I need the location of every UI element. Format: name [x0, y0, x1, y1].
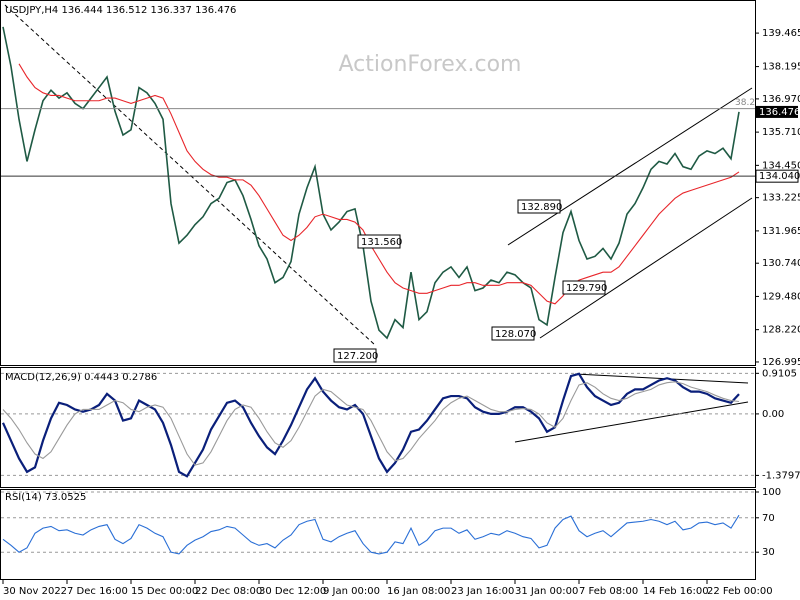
- annotation: 128.070: [495, 329, 536, 340]
- macd-title: MACD(12,26,9) 0.4443 0.2786: [5, 372, 157, 383]
- x-tick-label: 31 Jan 00:00: [515, 586, 578, 597]
- watermark: ActionForex.com: [339, 52, 522, 77]
- x-tick-label: 22 Feb 00:00: [707, 586, 773, 597]
- series-line: [18, 63, 740, 305]
- x-tick-label: 16 Jan 08:00: [387, 586, 450, 597]
- y-tick-label: 133.225: [762, 193, 800, 204]
- y-tick-label: 128.220: [762, 325, 800, 336]
- y-tick-label: 138.195: [762, 62, 800, 73]
- y-tick-label: 100: [762, 487, 781, 498]
- x-tick-label: 9 Jan 00:00: [323, 586, 380, 597]
- x-tick-label: 23 Jan 16:00: [451, 586, 514, 597]
- y-tick-label: 126.995: [762, 357, 800, 368]
- y-tick-label: 129.480: [762, 291, 800, 302]
- series-line: [2, 26, 740, 340]
- y-tick-label: 130.740: [762, 258, 800, 269]
- macd-trendline: [574, 373, 749, 384]
- series-line: [2, 381, 740, 466]
- x-tick-label: 7 Feb 08:00: [579, 586, 638, 597]
- annotation-box: [357, 234, 401, 249]
- last-price-label: 136.476: [759, 107, 800, 118]
- rsi-title: RSI(14) 73.0525: [5, 492, 86, 503]
- price-frame: [0, 0, 756, 366]
- channel-bottom: [539, 197, 753, 339]
- x-tick-label: 22 Dec 08:00: [195, 586, 262, 597]
- level-label: 134.040: [759, 171, 800, 182]
- y-tick-label: 131.965: [762, 226, 800, 237]
- level-box: [755, 169, 799, 183]
- y-tick-label: 136.970: [762, 94, 800, 105]
- annotation-box: [517, 199, 561, 214]
- price-title: USDJPY,H4 136.444 136.512 136.337 136.47…: [5, 5, 236, 16]
- y-tick-label: 70: [762, 513, 775, 524]
- annotation-box: [562, 280, 606, 295]
- annotation: 127.200: [337, 351, 378, 362]
- annotation-box: [491, 326, 535, 341]
- y-tick-label: 0.9105: [762, 368, 797, 379]
- y-tick-label: -1.3797: [762, 470, 800, 481]
- annotation: 131.560: [361, 237, 402, 248]
- y-tick-label: 134.450: [762, 160, 800, 171]
- y-tick-label: 139.465: [762, 28, 800, 39]
- x-tick-label: 15 Dec 00:00: [131, 586, 198, 597]
- level-label: 38.2: [735, 98, 755, 108]
- x-tick-label: 30 Dec 12:00: [259, 586, 326, 597]
- annotation: 129.790: [566, 283, 607, 294]
- x-tick-label: 14 Feb 16:00: [643, 586, 709, 597]
- series-line: [1, 372, 740, 478]
- y-tick-label: 0.00: [762, 409, 784, 420]
- rsi-frame: [0, 489, 756, 580]
- macd-trendline: [514, 401, 749, 443]
- series-line: [2, 514, 740, 555]
- last-price-box: [756, 105, 798, 118]
- annotation-box: [333, 348, 377, 363]
- x-tick-label: 30 Nov 2022: [3, 586, 67, 597]
- annotation: 132.890: [521, 202, 562, 213]
- y-tick-label: 30: [762, 547, 775, 558]
- y-tick-label: 135.710: [762, 127, 800, 138]
- channel-top: [507, 87, 753, 246]
- x-tick-label: 7 Dec 16:00: [67, 586, 128, 597]
- macd-frame: [0, 367, 756, 488]
